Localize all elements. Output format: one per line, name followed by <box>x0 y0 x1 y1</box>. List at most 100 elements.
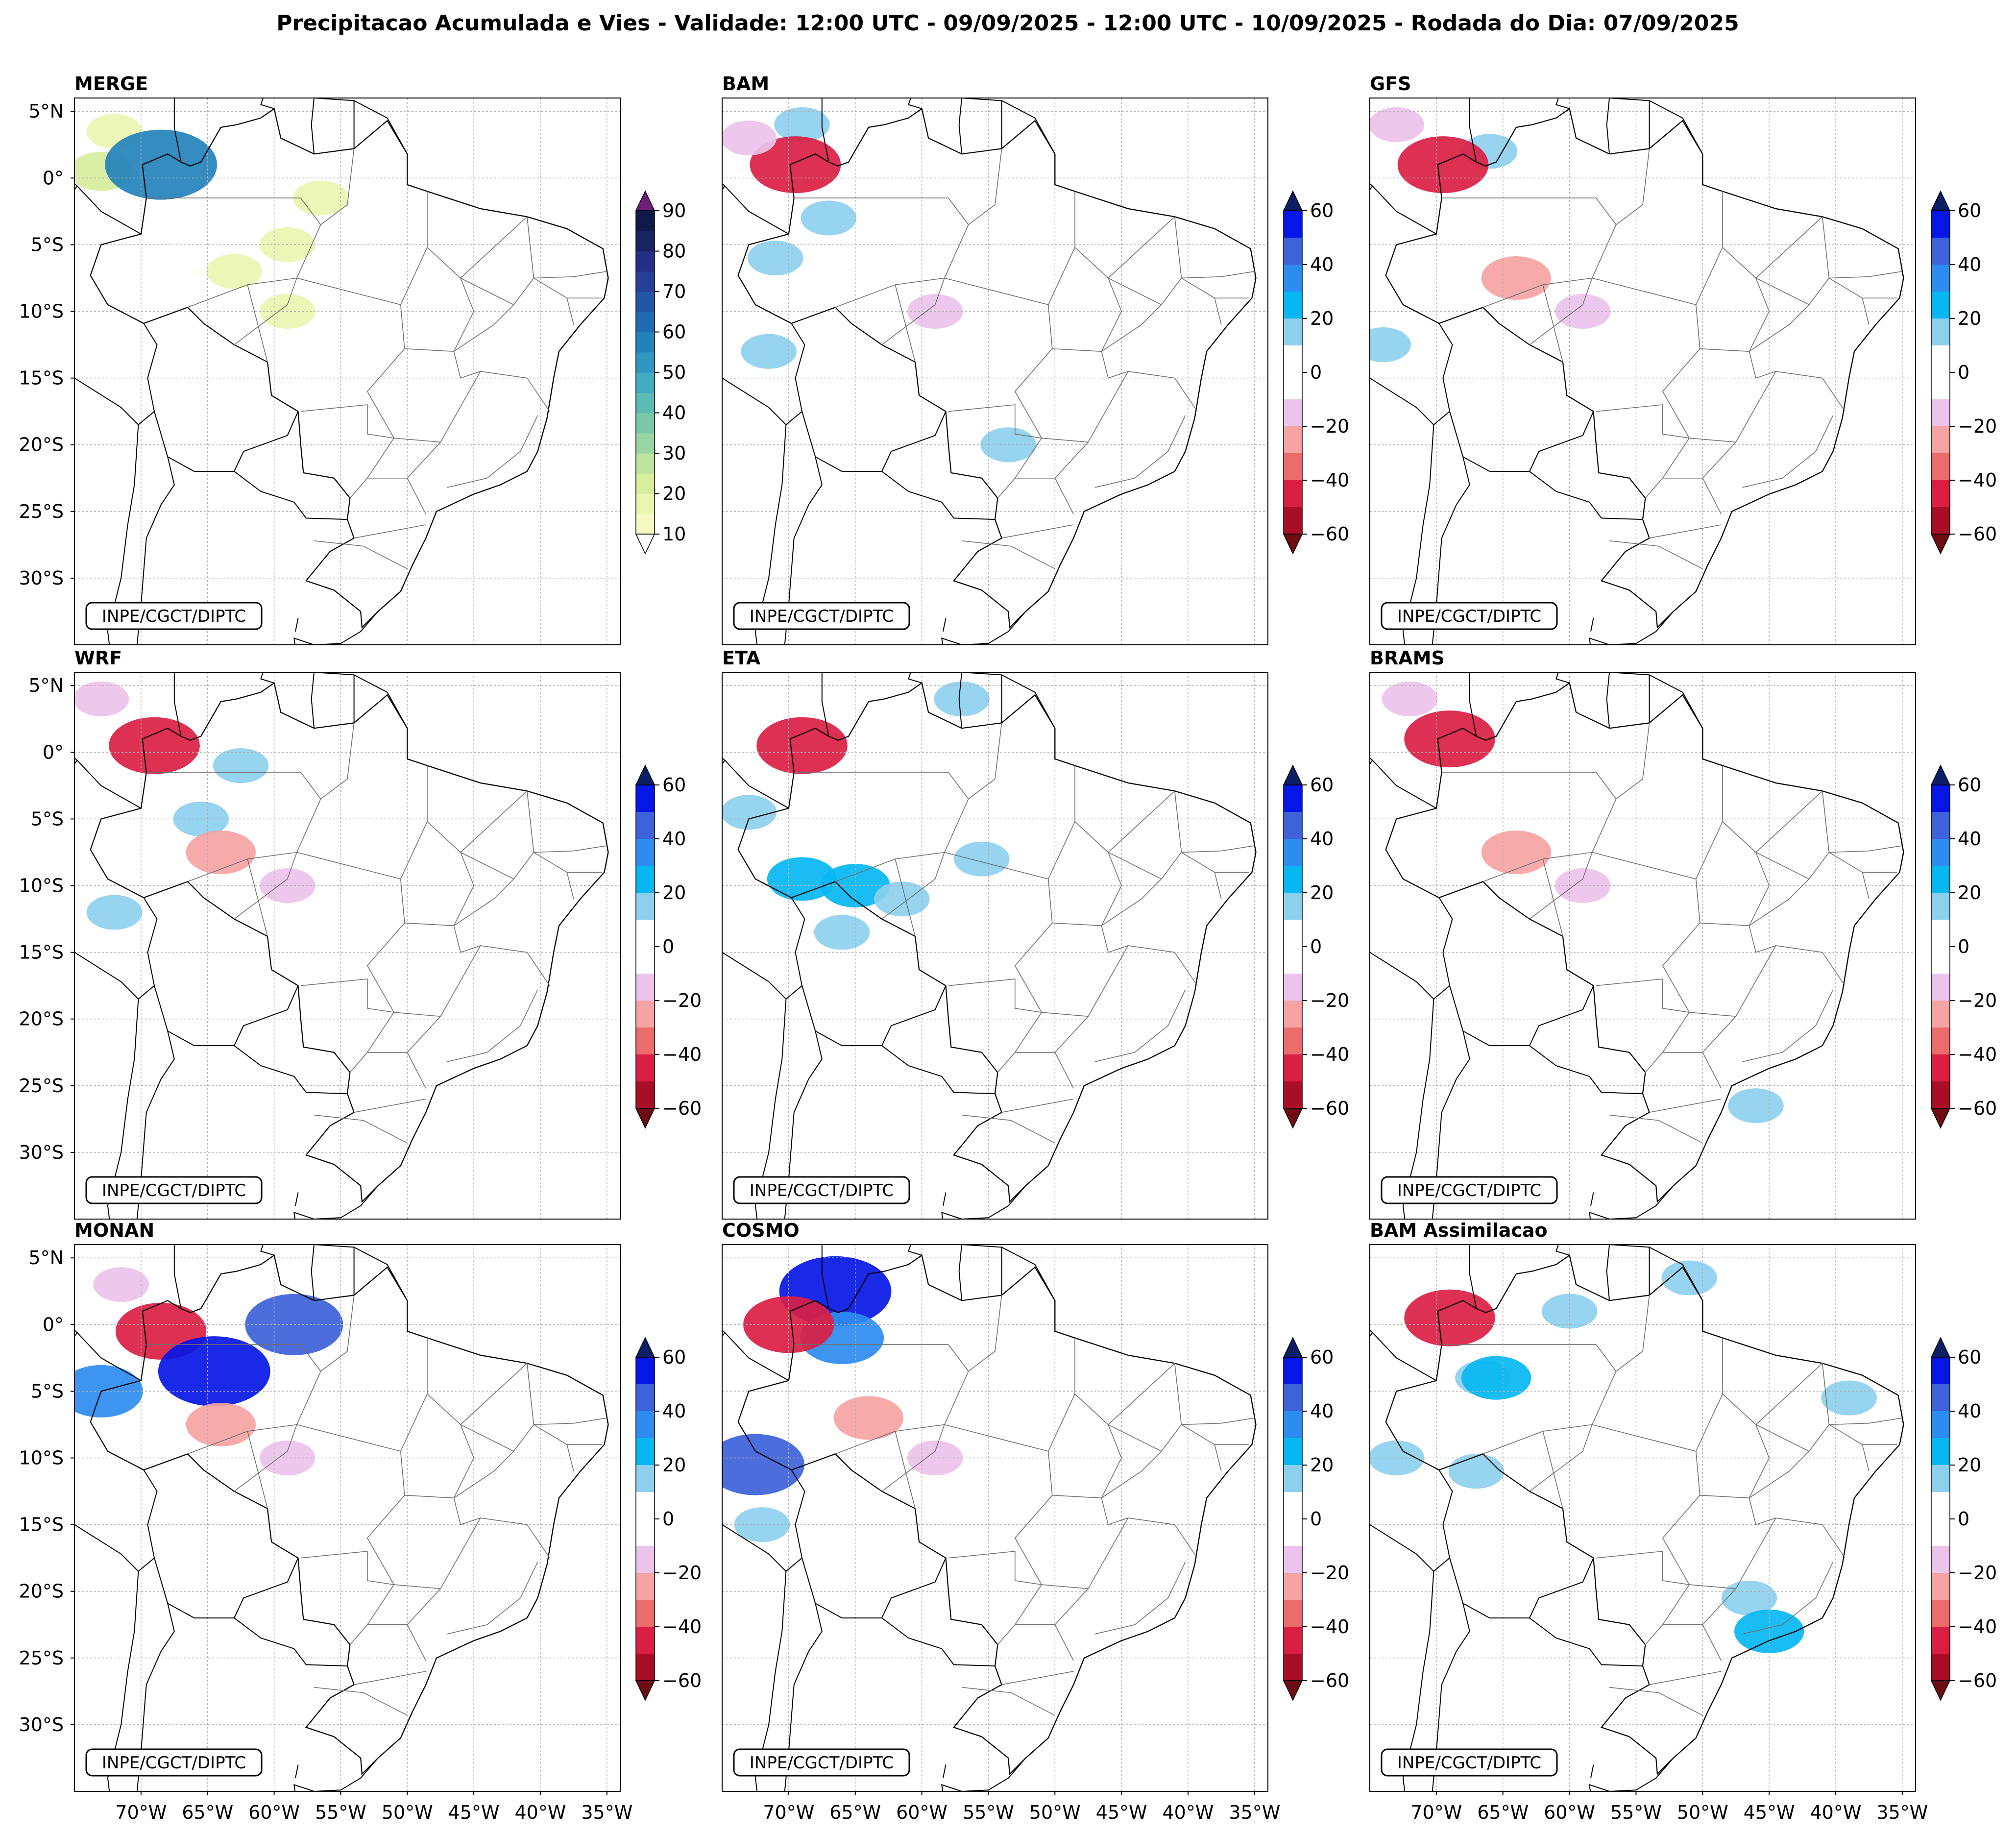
colorbar-tick-label: 60 <box>662 774 686 796</box>
map-frame <box>1369 98 1916 645</box>
colorbar-segment <box>1931 1573 1950 1600</box>
state-border <box>1592 277 1700 349</box>
lon-label: 70°W <box>1410 1802 1462 1823</box>
field-blob <box>1481 830 1552 874</box>
colorbar-segment <box>1931 1546 1950 1573</box>
state-border <box>460 790 528 853</box>
colorbar-segment <box>1931 372 1950 400</box>
lon-label: 40°W <box>515 1802 566 1823</box>
colorbar-tick-label: −40 <box>1310 1044 1349 1065</box>
credit-label: INPE/CGCT/DIPTC <box>1397 1753 1541 1773</box>
state-border <box>948 1551 1043 1645</box>
credit-label: INPE/CGCT/DIPTC <box>102 607 246 626</box>
state-border <box>366 1495 481 1589</box>
state-border <box>314 540 408 569</box>
state-border <box>1616 1295 1650 1372</box>
colorbar-segment <box>636 231 655 252</box>
lat-label: 20°S <box>19 1008 64 1030</box>
colorbar-segment <box>1284 345 1302 373</box>
state-border <box>962 1114 1055 1144</box>
country-border <box>173 672 182 736</box>
colorbar-segment <box>1284 785 1302 812</box>
panel-cosmo: COSMO INPE/CGCT/DIPTC 70°W 65°W 60°W 55°W 50°W… <box>722 1220 1349 1823</box>
colorbar-tick-label: 20 <box>662 483 686 505</box>
map-frame <box>1369 672 1916 1220</box>
country-border <box>958 1245 963 1301</box>
country-border <box>1469 98 1477 162</box>
state-border <box>1047 191 1075 305</box>
panel-wrf: WRF INPE/CGCT/DIPTC 5°N 0° 5°S 10°S 15°S 20°S 25… <box>19 647 702 1220</box>
colorbar-segment <box>1284 1384 1302 1412</box>
country-border <box>1529 471 1643 520</box>
credit-label: INPE/CGCT/DIPTC <box>1397 1181 1541 1200</box>
state-border <box>1014 348 1129 443</box>
country-border <box>1433 1469 1453 1572</box>
state-border <box>247 858 268 937</box>
lat-label: 15°S <box>19 367 64 389</box>
state-border <box>895 284 916 363</box>
field-blob <box>1821 1380 1877 1416</box>
state-border <box>1015 1016 1089 1053</box>
colorbar-tick-label: −20 <box>662 990 702 1011</box>
country-border <box>234 471 348 520</box>
colorbar-segment <box>636 332 655 353</box>
state-border <box>453 304 550 412</box>
state-border <box>1108 1363 1175 1425</box>
country-border <box>785 897 805 1000</box>
state-border <box>407 478 427 514</box>
state-border <box>407 1624 427 1661</box>
panel-title: BAM Assimilacao <box>1370 1220 1548 1241</box>
state-border <box>1609 540 1703 569</box>
colorbar-tick-label: 60 <box>1958 200 1981 221</box>
state-border <box>1482 277 1592 308</box>
state-border <box>1702 1052 1722 1089</box>
colorbar-segment <box>636 1081 655 1109</box>
field-blob <box>74 1365 143 1418</box>
state-border <box>1181 271 1255 279</box>
state-border <box>1074 821 1122 926</box>
country-border <box>234 1617 348 1667</box>
country-border <box>722 760 726 765</box>
colorbar-segment <box>1284 1438 1302 1466</box>
country-border <box>722 1329 789 1381</box>
colorbar-segment <box>1931 974 1950 1001</box>
lon-label: 60°W <box>896 1802 947 1823</box>
country-border <box>1370 760 1373 765</box>
field-blob <box>213 748 269 783</box>
state-border <box>404 1494 454 1498</box>
field-blob <box>756 717 848 774</box>
state-border <box>247 284 268 363</box>
state-border <box>300 1551 395 1645</box>
colorbar-segment <box>1284 1081 1302 1109</box>
country-border <box>1529 1617 1643 1667</box>
colorbar-segment <box>636 893 655 920</box>
state-border <box>1662 1495 1776 1589</box>
state-border <box>1542 284 1563 363</box>
field-blob <box>1734 1609 1804 1653</box>
colorbar-segment <box>636 1411 655 1439</box>
state-border <box>944 277 1053 349</box>
colorbar-segment <box>636 1546 655 1573</box>
colorbar-segment <box>636 866 655 893</box>
state-border <box>1001 1671 1074 1685</box>
field-blob <box>954 841 1010 877</box>
state-border <box>1695 191 1723 305</box>
colorbar-tick-label: 0 <box>662 1508 674 1530</box>
field-blob <box>1461 1356 1531 1400</box>
brazil-border <box>1385 682 1904 1203</box>
lon-label: 40°W <box>1163 1802 1214 1823</box>
state-border <box>1755 790 1823 853</box>
state-border <box>1742 1597 1816 1635</box>
colorbar-segment <box>636 1001 655 1028</box>
colorbar-segment <box>636 1465 655 1492</box>
state-border <box>460 216 528 279</box>
panel-title: MERGE <box>74 73 148 95</box>
state-border <box>1649 524 1722 538</box>
country-border <box>722 183 789 235</box>
state-border <box>400 765 428 880</box>
state-border <box>1052 922 1102 926</box>
state-border <box>835 277 945 308</box>
map-area <box>1370 1245 1916 1791</box>
colorbar-segment <box>1284 1465 1302 1492</box>
state-border <box>1662 923 1776 1017</box>
